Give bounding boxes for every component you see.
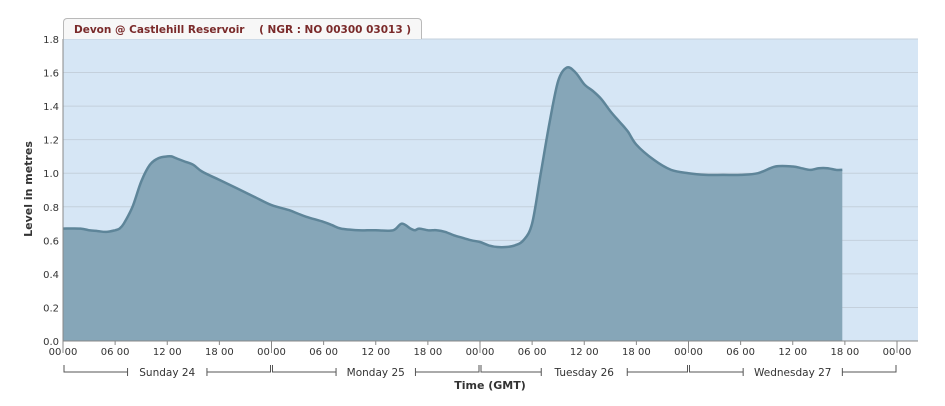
y-tick-label: 0.4 <box>43 270 59 281</box>
day-bracket-left <box>480 365 542 376</box>
axes <box>62 39 918 342</box>
level-line <box>62 65 843 249</box>
y-tick-label: 1.4 <box>43 102 59 113</box>
day-label: Monday 25 <box>347 367 405 379</box>
x-tick-label: 00 00 <box>883 347 912 358</box>
day-label: Sunday 24 <box>139 367 195 379</box>
y-tick-label: 1.6 <box>43 69 59 80</box>
y-tick-label: 0.6 <box>43 236 59 247</box>
x-tick-label: 06 00 <box>101 347 130 358</box>
x-tick-label: 12 00 <box>153 347 182 358</box>
y-axis-label: Level in metres <box>22 141 35 237</box>
x-tick-label: 06 00 <box>726 347 755 358</box>
x-tick-label: 06 00 <box>309 347 338 358</box>
day-bracket-right <box>841 365 897 376</box>
chart-title: Devon @ Castlehill Reservoir ( NGR : NO … <box>63 18 423 39</box>
y-tick-label: 0.0 <box>43 337 59 348</box>
x-tick-label: 00 00 <box>466 347 495 358</box>
level-area <box>63 67 843 341</box>
x-tick-label: 06 00 <box>518 347 547 358</box>
y-tick-labels: 0.0 0.2 0.4 0.6 0.8 1.0 1.2 1.4 1.6 1.8 <box>43 35 59 348</box>
x-tick-label: 18 00 <box>205 347 234 358</box>
y-tick-label: 1.0 <box>43 169 59 180</box>
y-tick-label: 1.8 <box>43 35 59 46</box>
x-tick-label: 18 00 <box>831 347 860 358</box>
day-label: Tuesday 26 <box>554 367 615 379</box>
x-tick-labels: 00 00 06 00 12 00 18 00 00 00 06 00 12 00 18 00… <box>49 341 912 358</box>
day-bracket-right <box>206 365 271 376</box>
day-bracket-left <box>689 365 744 376</box>
x-tick-label: 00 00 <box>49 347 78 358</box>
day-bracket-left <box>272 365 337 376</box>
x-tick-label: 12 00 <box>361 347 390 358</box>
day-bracket-left <box>63 365 129 376</box>
y-tick-label: 1.2 <box>43 136 59 147</box>
x-tick-label: 12 00 <box>570 347 599 358</box>
day-bracket-right <box>626 365 688 376</box>
y-tick-label: 0.2 <box>43 303 59 314</box>
x-tick-label: 12 00 <box>778 347 807 358</box>
x-tick-label: 18 00 <box>622 347 651 358</box>
x-tick-label: 18 00 <box>414 347 443 358</box>
x-tick-label: 00 00 <box>257 347 286 358</box>
y-tick-label: 0.8 <box>43 203 59 214</box>
x-axis-label: Time (GMT) <box>454 379 526 392</box>
x-tick-label: 00 00 <box>674 347 703 358</box>
day-label: Wednesday 27 <box>754 367 832 379</box>
day-bracket-right <box>414 365 480 376</box>
day-brackets: Sunday 24 Monday 25 Tuesday 26 Wednesday 27 <box>63 365 897 379</box>
